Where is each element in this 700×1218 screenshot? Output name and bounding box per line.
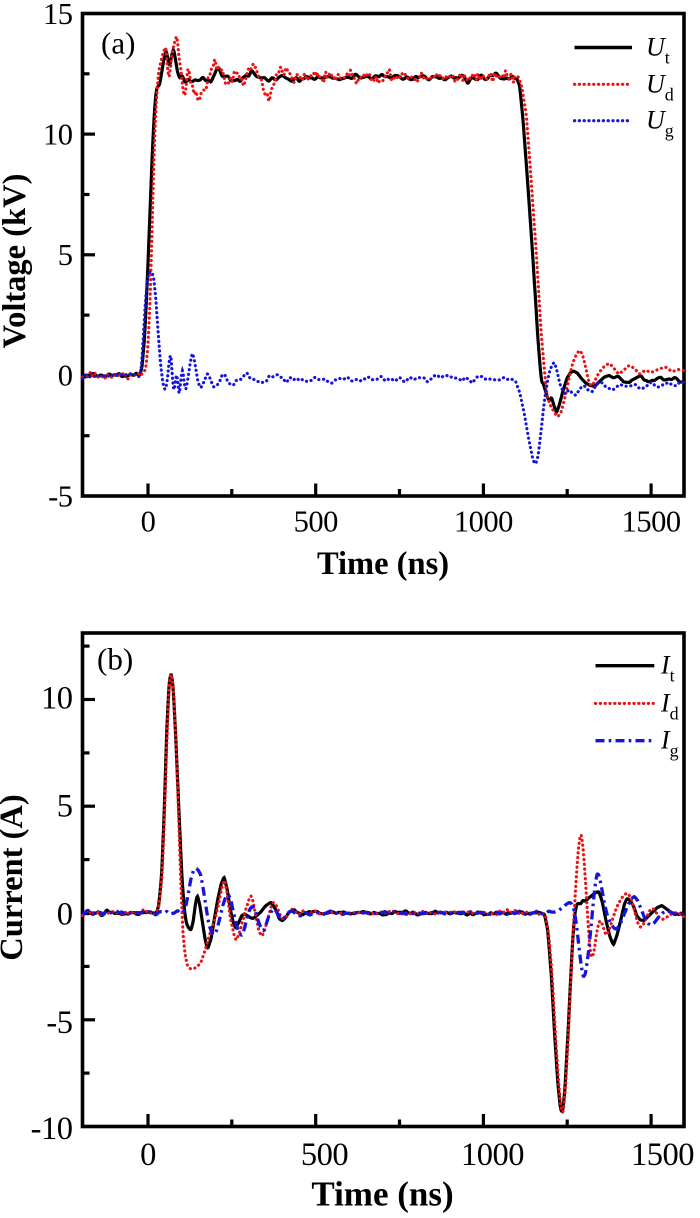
- svg-text:5: 5: [58, 238, 73, 272]
- svg-text:1500: 1500: [622, 505, 681, 539]
- svg-text:-5: -5: [48, 479, 73, 513]
- svg-text:10: 10: [43, 117, 73, 151]
- svg-text:0: 0: [141, 505, 156, 539]
- svg-text:1000: 1000: [461, 1137, 524, 1173]
- svg-text:500: 500: [294, 505, 339, 539]
- svg-text:-5: -5: [46, 1005, 72, 1041]
- svg-text:Ut: Ut: [646, 33, 670, 68]
- svg-text:Time (ns): Time (ns): [311, 1175, 453, 1214]
- svg-text:1000: 1000: [454, 505, 513, 539]
- svg-text:Voltage (kV): Voltage (kV): [0, 174, 33, 349]
- svg-text:500: 500: [301, 1137, 349, 1173]
- svg-text:Current (A): Current (A): [0, 794, 30, 960]
- svg-text:Time (ns): Time (ns): [317, 546, 449, 582]
- svg-text:1500: 1500: [631, 1137, 694, 1173]
- svg-text:5: 5: [57, 789, 73, 825]
- svg-text:10: 10: [41, 681, 73, 717]
- svg-text:0: 0: [140, 1137, 156, 1173]
- svg-text:(a): (a): [101, 26, 135, 61]
- svg-text:0: 0: [57, 897, 73, 933]
- svg-text:-10: -10: [31, 1111, 73, 1147]
- svg-text:0: 0: [58, 359, 73, 393]
- svg-text:(b): (b): [97, 642, 133, 677]
- svg-text:15: 15: [43, 0, 73, 31]
